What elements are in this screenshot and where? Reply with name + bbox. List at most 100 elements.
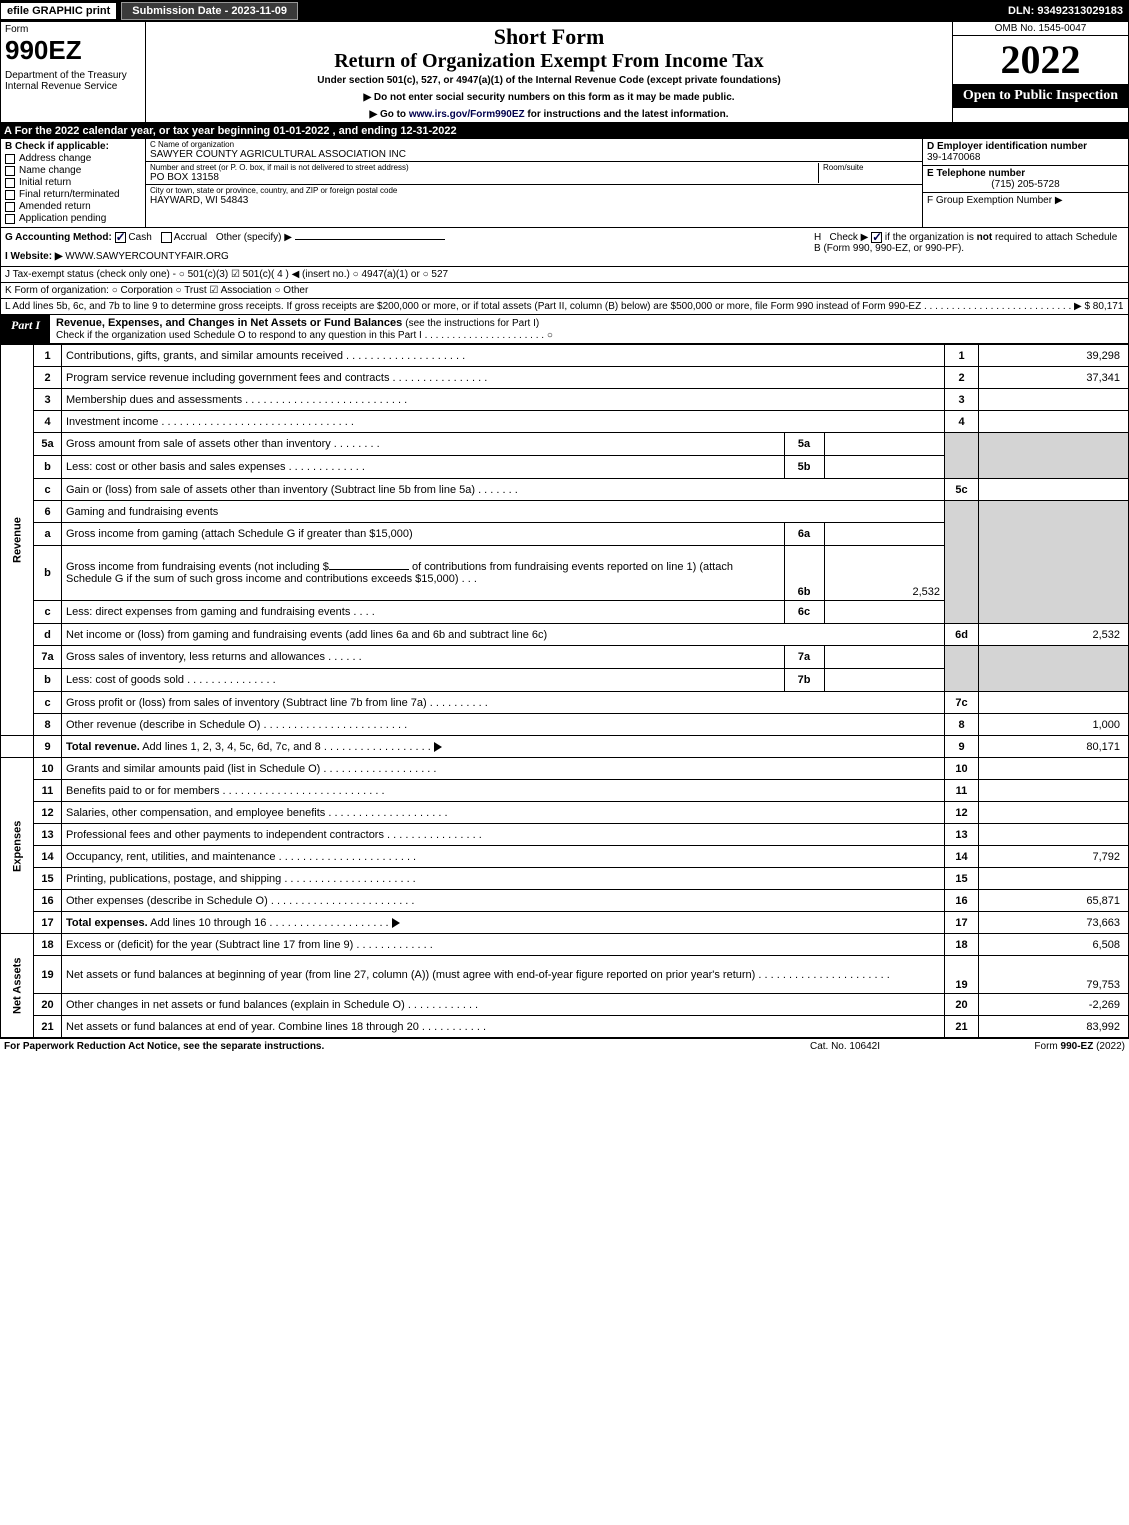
group-exemption-row: F Group Exemption Number ▶ — [923, 193, 1128, 208]
line-desc: Gross income from fundraising events (no… — [62, 546, 945, 601]
table-row: 5a Gross amount from sale of assets othe… — [1, 433, 1129, 456]
table-row: 16 Other expenses (describe in Schedule … — [1, 890, 1129, 912]
line-num: 21 — [34, 1016, 62, 1038]
line-rn: 13 — [945, 824, 979, 846]
table-row: 17 Total expenses. Add lines 10 through … — [1, 912, 1129, 934]
line-num: b — [34, 546, 62, 601]
row-j: J Tax-exempt status (check only one) - ○… — [0, 267, 1129, 283]
line-desc: Total revenue. Add lines 1, 2, 3, 4, 5c,… — [62, 736, 945, 758]
org-addr-row: Number and street (or P. O. box, if mail… — [146, 162, 922, 185]
g-label: G Accounting Method: — [5, 232, 112, 243]
gray-cell — [979, 646, 1129, 692]
submission-date: Submission Date - 2023-11-09 — [121, 2, 298, 20]
department-label: Department of the Treasury Internal Reve… — [5, 70, 141, 92]
org-address: PO BOX 13158 — [150, 172, 818, 183]
table-row: Net Assets 18 Excess or (deficit) for th… — [1, 934, 1129, 956]
line-desc: Salaries, other compensation, and employ… — [62, 802, 945, 824]
check-name-change[interactable]: Name change — [5, 165, 141, 176]
line-amount — [979, 758, 1129, 780]
line-amount — [979, 780, 1129, 802]
header-center: Short Form Return of Organization Exempt… — [146, 22, 953, 122]
line-num: 13 — [34, 824, 62, 846]
table-row: 12 Salaries, other compensation, and emp… — [1, 802, 1129, 824]
line-rn: 8 — [945, 714, 979, 736]
short-form-title: Short Form — [152, 24, 946, 50]
line-desc: Program service revenue including govern… — [62, 367, 945, 389]
line-amount — [979, 411, 1129, 433]
line-desc: Less: direct expenses from gaming and fu… — [62, 601, 945, 624]
table-row: 7a Gross sales of inventory, less return… — [1, 646, 1129, 669]
line-num: a — [34, 523, 62, 546]
table-row: d Net income or (loss) from gaming and f… — [1, 624, 1129, 646]
part1-label: Part I — [1, 315, 50, 343]
form-header: Form 990EZ Department of the Treasury In… — [0, 22, 1129, 123]
line-desc: Other revenue (describe in Schedule O) .… — [62, 714, 945, 736]
line-amount: 6,508 — [979, 934, 1129, 956]
table-row: 15 Printing, publications, postage, and … — [1, 868, 1129, 890]
line-rn: 15 — [945, 868, 979, 890]
line-desc: Other expenses (describe in Schedule O) … — [62, 890, 945, 912]
line-desc: Gain or (loss) from sale of assets other… — [62, 479, 945, 501]
accrual-label: Accrual — [174, 232, 207, 243]
line-rn: 4 — [945, 411, 979, 433]
line-amount — [979, 389, 1129, 411]
line-rn: 10 — [945, 758, 979, 780]
table-row: 19 Net assets or fund balances at beginn… — [1, 956, 1129, 994]
omb-number: OMB No. 1545-0047 — [953, 22, 1128, 36]
ein-value: 39-1470068 — [927, 152, 1124, 163]
line-desc: Occupancy, rent, utilities, and maintena… — [62, 846, 945, 868]
section-g: G Accounting Method: Cash Accrual Other … — [5, 232, 814, 262]
check-amended-return[interactable]: Amended return — [5, 201, 141, 212]
addr-label: Number and street (or P. O. box, if mail… — [150, 163, 818, 172]
part1-table: Revenue 1 Contributions, gifts, grants, … — [0, 344, 1129, 1038]
line-rn: 2 — [945, 367, 979, 389]
footer-right: Form 990-EZ (2022) — [945, 1041, 1125, 1052]
table-row: Expenses 10 Grants and similar amounts p… — [1, 758, 1129, 780]
line-rn: 21 — [945, 1016, 979, 1038]
section-b-label: B Check if applicable: — [5, 141, 141, 152]
footer-mid: Cat. No. 10642I — [745, 1041, 945, 1052]
cash-label: Cash — [128, 232, 151, 243]
check-address-change[interactable]: Address change — [5, 153, 141, 164]
form-label: Form — [5, 24, 141, 35]
org-name: SAWYER COUNTY AGRICULTURAL ASSOCIATION I… — [150, 149, 918, 160]
line-desc: Gross amount from sale of assets other t… — [62, 433, 945, 456]
room-label: Room/suite — [823, 163, 918, 172]
line-desc: Less: cost of goods sold . . . . . . . .… — [62, 669, 945, 692]
info-block: B Check if applicable: Address change Na… — [0, 139, 1129, 228]
expenses-label: Expenses — [1, 758, 34, 934]
check-final-return[interactable]: Final return/terminated — [5, 189, 141, 200]
phone-label: E Telephone number — [927, 168, 1124, 179]
table-row: 11 Benefits paid to or for members . . .… — [1, 780, 1129, 802]
website-link[interactable]: WWW.SAWYERCOUNTYFAIR.ORG — [65, 251, 229, 262]
line-desc: Net assets or fund balances at end of ye… — [62, 1016, 945, 1038]
part1-check-o: Check if the organization used Schedule … — [56, 330, 553, 341]
line-num: 4 — [34, 411, 62, 433]
line-num: c — [34, 479, 62, 501]
line-desc: Net assets or fund balances at beginning… — [62, 956, 945, 994]
line-rn: 11 — [945, 780, 979, 802]
row-l: L Add lines 5b, 6c, and 7b to line 9 to … — [0, 299, 1129, 315]
table-row: 4 Investment income . . . . . . . . . . … — [1, 411, 1129, 433]
irs-link[interactable]: www.irs.gov/Form990EZ — [409, 109, 525, 120]
part1-header: Part I Revenue, Expenses, and Changes in… — [0, 315, 1129, 344]
group-label: F Group Exemption Number ▶ — [927, 195, 1124, 206]
check-application-pending[interactable]: Application pending — [5, 213, 141, 224]
line-desc: Excess or (deficit) for the year (Subtra… — [62, 934, 945, 956]
line-num: 16 — [34, 890, 62, 912]
efile-label: efile GRAPHIC print — [0, 2, 117, 20]
instr2-post: for instructions and the latest informat… — [525, 109, 729, 120]
line-amount — [979, 692, 1129, 714]
line-amount — [979, 868, 1129, 890]
table-row: c Gross profit or (loss) from sales of i… — [1, 692, 1129, 714]
check-initial-return[interactable]: Initial return — [5, 177, 141, 188]
check-accrual[interactable] — [161, 232, 172, 243]
line-num: b — [34, 456, 62, 479]
line-desc: Gross income from gaming (attach Schedul… — [62, 523, 945, 546]
section-c: C Name of organization SAWYER COUNTY AGR… — [146, 139, 923, 227]
check-cash[interactable] — [115, 232, 126, 243]
check-h[interactable] — [871, 232, 882, 243]
line-rn: 14 — [945, 846, 979, 868]
line-rn: 9 — [945, 736, 979, 758]
line-num: 8 — [34, 714, 62, 736]
